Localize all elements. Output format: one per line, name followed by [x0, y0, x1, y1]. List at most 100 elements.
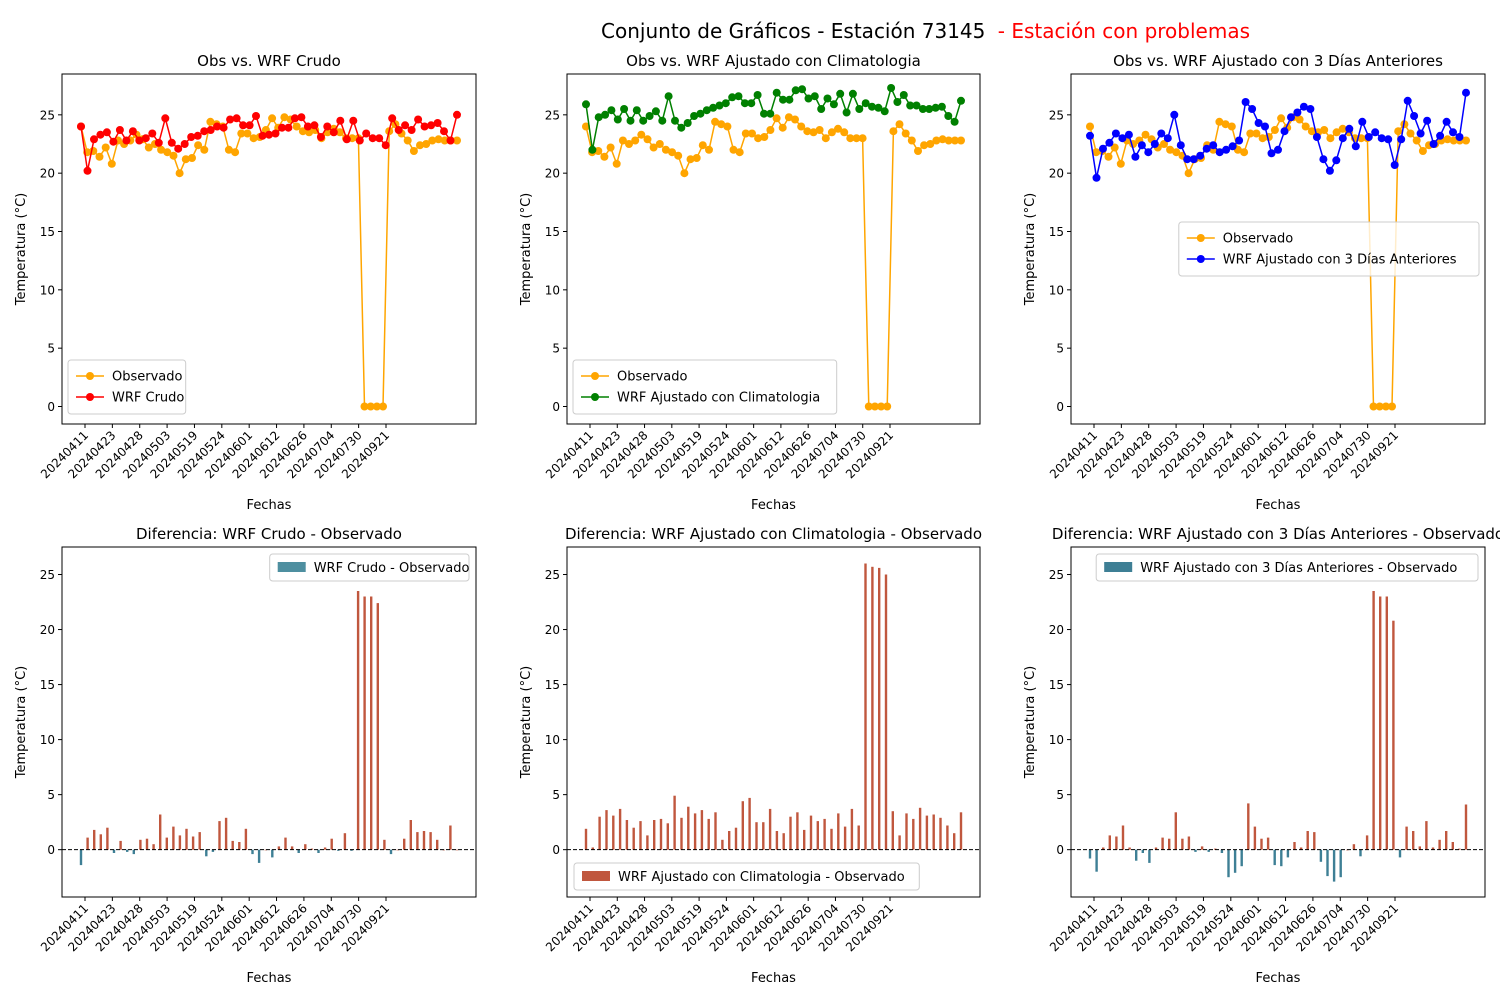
data-point — [938, 135, 947, 144]
bar — [1425, 821, 1428, 850]
data-point — [1377, 134, 1386, 143]
data-point — [268, 114, 277, 123]
data-point — [658, 116, 667, 125]
data-point — [899, 91, 908, 99]
bar — [1095, 849, 1098, 872]
bar — [687, 806, 690, 850]
bar — [612, 815, 615, 850]
bar — [290, 846, 294, 850]
bar — [1385, 596, 1388, 850]
data-point — [582, 122, 590, 131]
data-point — [372, 402, 381, 411]
data-point — [1274, 145, 1282, 154]
bar — [389, 849, 393, 855]
data-point — [1111, 129, 1120, 138]
legend-box — [67, 359, 187, 415]
data-point — [760, 133, 769, 141]
bar — [304, 844, 307, 850]
data-point — [721, 99, 730, 108]
data-point — [883, 402, 892, 411]
bar — [898, 835, 901, 850]
bar — [1445, 831, 1448, 850]
data-point — [403, 136, 412, 145]
y-tick-label: 5 — [47, 788, 55, 802]
data-point — [213, 122, 222, 131]
data-point — [612, 159, 621, 168]
data-point — [1105, 138, 1114, 147]
data-point — [284, 123, 293, 132]
bar — [1438, 839, 1441, 850]
bar — [1115, 836, 1118, 850]
y-tick-label: 5 — [1056, 788, 1064, 802]
subplot-title: Diferencia: WRF Ajustado con Climatologi… — [565, 525, 982, 543]
data-point — [1228, 142, 1237, 151]
bar — [1339, 849, 1342, 878]
data-point — [766, 126, 775, 134]
data-point — [1270, 126, 1279, 134]
data-point — [434, 135, 443, 144]
data-point — [144, 143, 153, 152]
data-point — [239, 121, 248, 130]
data-point — [1429, 140, 1438, 148]
bar — [178, 835, 182, 850]
data-point — [1397, 135, 1406, 144]
legend-label: WRF Ajustado con Climatologia - Observad… — [618, 870, 905, 885]
data-point — [187, 133, 196, 141]
bar — [238, 842, 241, 850]
data-point — [298, 127, 307, 136]
bar — [409, 820, 412, 850]
data-point — [1144, 148, 1153, 157]
data-point — [702, 106, 711, 115]
data-point — [753, 91, 762, 99]
legend: Observado WRF Crudo — [67, 359, 187, 415]
data-point — [683, 119, 692, 127]
bar — [1102, 847, 1105, 850]
data-point — [1235, 136, 1244, 145]
bar — [1135, 849, 1138, 861]
data-point — [1388, 402, 1396, 411]
bar — [591, 847, 594, 850]
data-point — [258, 131, 267, 140]
data-point — [1172, 148, 1181, 157]
bar — [1174, 812, 1177, 850]
bar — [205, 849, 208, 857]
data-point — [887, 84, 896, 92]
bar — [741, 801, 744, 850]
data-point — [809, 128, 818, 137]
data-point — [696, 109, 705, 118]
data-point — [1394, 127, 1403, 136]
bar — [231, 840, 234, 850]
legend-label: WRF Ajustado con Climatologia — [617, 391, 820, 406]
bar — [762, 822, 765, 850]
data-point — [148, 129, 157, 138]
bar — [422, 831, 426, 850]
data-point — [292, 122, 301, 131]
y-axis-label: Temperatura (°C) — [1023, 666, 1038, 779]
data-point — [323, 122, 332, 131]
data-point — [766, 109, 775, 118]
data-point — [1320, 126, 1329, 134]
bar — [1214, 848, 1217, 850]
legend: Observado WRF Ajustado con Climatologia — [572, 359, 838, 415]
legend-marker — [591, 393, 599, 401]
data-point — [219, 123, 228, 132]
bar — [721, 839, 724, 850]
data-point — [428, 136, 437, 145]
data-point — [729, 145, 738, 154]
subplot-title: Obs vs. WRF Ajustado con Climatologia — [626, 52, 921, 70]
data-point — [1307, 127, 1316, 136]
data-point — [1086, 122, 1094, 131]
data-point — [937, 102, 946, 111]
bar — [932, 814, 935, 850]
bar — [271, 849, 274, 858]
data-point — [1462, 136, 1470, 145]
bar — [1332, 849, 1336, 882]
y-axis-label: Temperatura (°C) — [14, 193, 29, 306]
data-point — [944, 136, 953, 145]
bar — [1273, 849, 1276, 866]
data-point — [1332, 156, 1341, 165]
y-tick-label: 10 — [40, 733, 55, 747]
data-point — [1124, 130, 1133, 139]
data-point — [355, 136, 364, 145]
legend-label: Observado — [112, 370, 183, 385]
